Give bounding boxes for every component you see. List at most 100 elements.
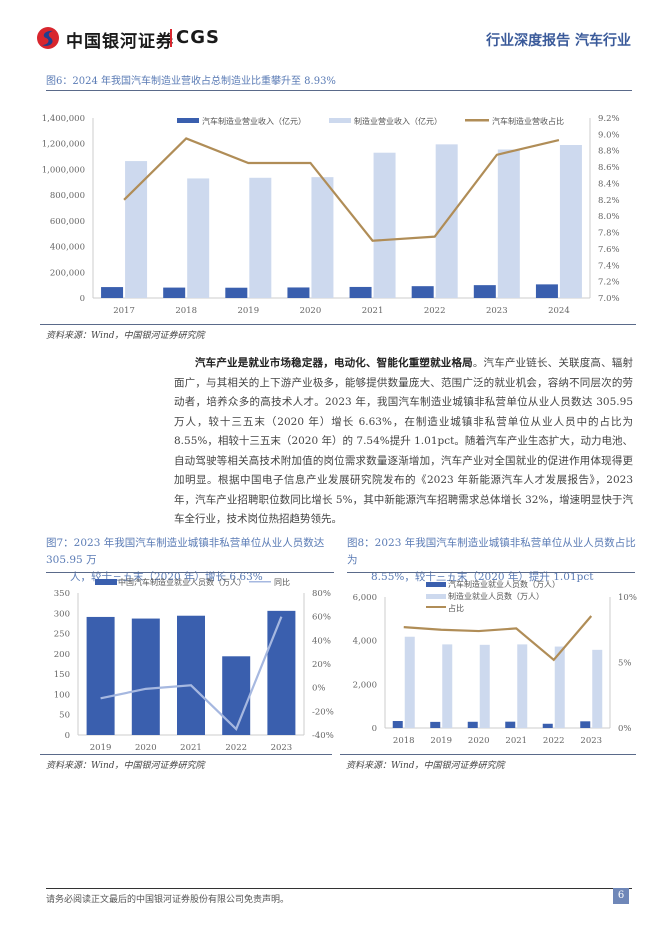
svg-text:4,000: 4,000 bbox=[353, 637, 377, 647]
svg-text:汽车制造业就业人员数（万人）: 汽车制造业就业人员数（万人） bbox=[448, 579, 560, 589]
bar bbox=[125, 161, 148, 298]
svg-text:2018: 2018 bbox=[175, 306, 197, 316]
svg-text:2019: 2019 bbox=[430, 736, 452, 746]
logo-divider bbox=[170, 29, 172, 47]
fig7-y2-axis: -40% -20% 0% 20% 40% 60% 80% bbox=[312, 589, 334, 741]
svg-text:2017: 2017 bbox=[113, 306, 135, 316]
svg-text:2024: 2024 bbox=[548, 306, 570, 316]
svg-text:9.2%: 9.2% bbox=[598, 114, 620, 124]
bar bbox=[222, 656, 251, 735]
bar bbox=[430, 721, 441, 728]
fig6-chart: 0 200,000 400,000 600,000 800,000 1,000,000 1,… bbox=[42, 114, 620, 316]
svg-text:-20%: -20% bbox=[312, 707, 334, 717]
svg-text:2022: 2022 bbox=[543, 736, 565, 746]
bar bbox=[101, 287, 124, 298]
fig7-title-line2: 人，较十三五末（2020 年）增长 6.63% bbox=[70, 571, 263, 583]
fig8-y2-axis: 0% 5% 10% bbox=[618, 593, 637, 734]
fig6-title: 图6：2024 年我国汽车制造业营收占总制造业比重攀升至 8.93% bbox=[46, 76, 336, 87]
report-type: 行业深度报告 汽车行业 bbox=[486, 33, 631, 49]
bar bbox=[225, 287, 248, 298]
bar bbox=[542, 723, 553, 728]
bar bbox=[580, 721, 591, 728]
bar bbox=[497, 149, 520, 298]
fig8-title-line1: 图8：2023 年我国汽车制造业城镇非私营单位从业人员数占比为 bbox=[347, 537, 636, 566]
logo-text-cn: 中国银河证券 bbox=[66, 32, 174, 52]
bar bbox=[479, 644, 490, 728]
page-number: 6 bbox=[613, 888, 629, 904]
bar bbox=[177, 615, 205, 735]
svg-text:0%: 0% bbox=[312, 684, 326, 694]
svg-text:8.8%: 8.8% bbox=[598, 147, 620, 157]
svg-text:2019: 2019 bbox=[237, 306, 259, 316]
fig6-y2-axis: 7.0% 7.2% 7.4% 7.6% 7.8% 8.0% 8.2% 8.4% 8.6% 8.8%… bbox=[598, 114, 620, 304]
bar bbox=[592, 649, 603, 728]
svg-text:600,000: 600,000 bbox=[50, 217, 85, 227]
header: 中国银河证券 CGS 行业深度报告 汽车行业 bbox=[36, 24, 631, 52]
bar bbox=[267, 610, 296, 735]
svg-text:2021: 2021 bbox=[362, 306, 384, 316]
fig8-x-axis: 2018 2019 2020 2021 2022 2023 bbox=[393, 736, 602, 746]
svg-text:250: 250 bbox=[54, 630, 70, 640]
bar bbox=[311, 177, 334, 298]
svg-text:2021: 2021 bbox=[505, 736, 527, 746]
svg-text:200,000: 200,000 bbox=[50, 268, 85, 278]
bar bbox=[287, 287, 310, 298]
svg-text:2021: 2021 bbox=[180, 743, 202, 753]
footer-rule bbox=[46, 888, 632, 889]
svg-text:400,000: 400,000 bbox=[50, 243, 85, 253]
bar bbox=[442, 644, 453, 728]
svg-text:2022: 2022 bbox=[225, 743, 247, 753]
bar bbox=[505, 721, 516, 728]
bar bbox=[392, 721, 403, 728]
fig7-title: 图7：2023 年我国汽车制造业城镇非私营单位从业人员数达 305.95 万 人… bbox=[46, 535, 338, 586]
svg-text:6,000: 6,000 bbox=[353, 593, 377, 603]
bar bbox=[559, 145, 582, 298]
bar bbox=[349, 286, 372, 298]
fig7-yoy-line bbox=[100, 616, 283, 732]
bar bbox=[554, 646, 565, 728]
fig6-title-rule bbox=[46, 90, 632, 91]
svg-text:100: 100 bbox=[54, 690, 70, 700]
svg-text:7.8%: 7.8% bbox=[598, 229, 620, 239]
fig8-title: 图8：2023 年我国汽车制造业城镇非私营单位从业人员数占比为 8.55%，较十… bbox=[347, 535, 639, 586]
body-paragraph: 汽车产业是就业市场稳定器，电动化、智能化重塑就业格局。汽车产业链长、关联度高、辐… bbox=[174, 354, 633, 530]
svg-text:2018: 2018 bbox=[393, 736, 415, 746]
svg-text:7.0%: 7.0% bbox=[598, 294, 620, 304]
svg-text:2019: 2019 bbox=[90, 743, 112, 753]
svg-text:2,000: 2,000 bbox=[353, 680, 377, 690]
svg-text:0: 0 bbox=[80, 294, 85, 304]
bar bbox=[411, 286, 434, 298]
fig6-x-axis: 2017 2018 2019 2020 2021 2022 2023 2024 bbox=[113, 306, 570, 316]
bar bbox=[373, 152, 396, 298]
svg-text:8.2%: 8.2% bbox=[598, 196, 620, 206]
fig8-source: 资料来源：Wind，中国银河证券研究院 bbox=[346, 761, 505, 771]
svg-text:2023: 2023 bbox=[486, 306, 508, 316]
svg-text:1,200,000: 1,200,000 bbox=[42, 140, 85, 150]
svg-text:2020: 2020 bbox=[468, 736, 490, 746]
cgs-logo-icon bbox=[37, 27, 59, 49]
fig6-source: 资料来源：Wind，中国银河证券研究院 bbox=[46, 331, 205, 341]
footer-disclaimer: 请务必阅读正文最后的中国银河证券股份有限公司免责声明。 bbox=[46, 895, 290, 905]
fig7-title-line1: 图7：2023 年我国汽车制造业城镇非私营单位从业人员数达 305.95 万 bbox=[46, 537, 325, 566]
svg-text:50: 50 bbox=[59, 711, 70, 721]
svg-text:7.4%: 7.4% bbox=[598, 261, 620, 271]
fig8-bottom-rule bbox=[340, 754, 636, 755]
svg-text:300: 300 bbox=[54, 609, 70, 619]
svg-text:10%: 10% bbox=[618, 593, 637, 603]
svg-text:2023: 2023 bbox=[580, 736, 602, 746]
fig8-title-rule bbox=[347, 572, 635, 573]
bar bbox=[131, 618, 160, 735]
svg-text:2022: 2022 bbox=[424, 306, 446, 316]
svg-text:8.6%: 8.6% bbox=[598, 163, 620, 173]
fig7-chart: 0 50 100 150 200 250 300 350 -40% -20% 0% 20% 40% 60… bbox=[54, 577, 334, 753]
svg-text:2023: 2023 bbox=[271, 743, 293, 753]
svg-text:汽车制造业营业收入（亿元）: 汽车制造业营业收入（亿元） bbox=[202, 116, 306, 126]
svg-text:9.0%: 9.0% bbox=[598, 130, 620, 140]
svg-text:同比: 同比 bbox=[274, 577, 290, 587]
svg-text:0: 0 bbox=[65, 731, 70, 741]
svg-text:800,000: 800,000 bbox=[50, 191, 85, 201]
svg-text:200: 200 bbox=[54, 650, 70, 660]
bar bbox=[404, 636, 415, 728]
fig8-chart: 0 2,000 4,000 6,000 0% 5% 10% 2018 2019 2020 202… bbox=[353, 579, 637, 746]
bar bbox=[517, 644, 528, 728]
